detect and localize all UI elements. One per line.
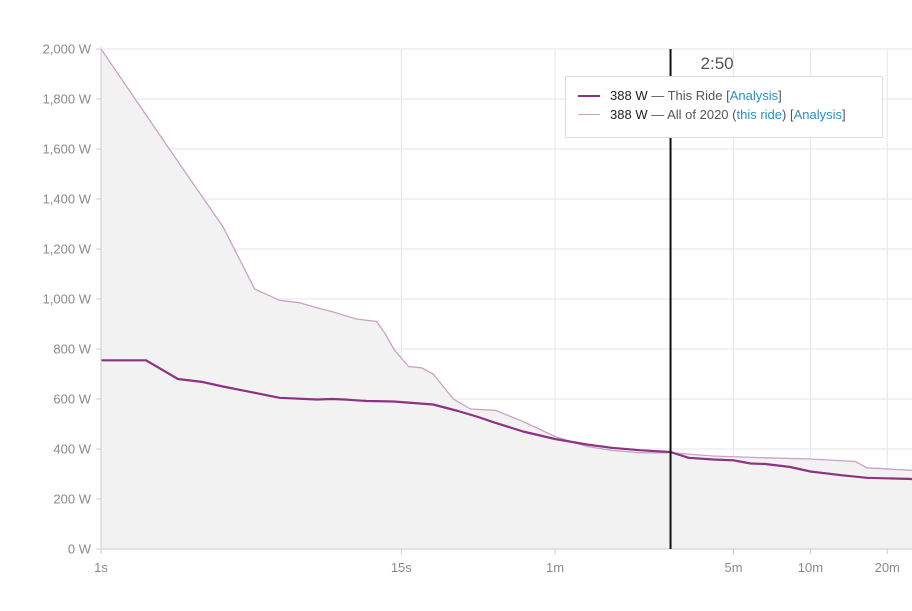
this-ride-link[interactable]: this ride [736,107,783,122]
x-tick-label: 20m [875,560,900,575]
legend-unit: W [631,107,648,122]
y-tick-label: 1,800 W [43,92,92,107]
y-tick-label: 1,400 W [43,192,92,207]
legend-swatch-all-2020 [578,114,600,116]
legend-unit: W [631,88,648,103]
x-tick-label: 10m [798,560,823,575]
legend-swatch-this-ride [578,94,600,97]
legend-separator: — [647,107,668,122]
y-tick-label: 800 W [53,342,91,357]
series-line-all-2020 [100,48,912,471]
x-tick-label: 5m [724,560,742,575]
legend-name-all-2020: All of 2020 [667,107,729,122]
y-tick-label: 1,600 W [43,142,92,157]
cursor-time-label: 2:50 [701,54,734,73]
legend-name-this-ride: This Ride [667,88,723,103]
analysis-link-this-ride[interactable]: Analysis [729,88,779,103]
axes [96,47,912,554]
legend-bracket-close: ] [842,107,846,122]
analysis-link-all-2020[interactable]: Analysis [793,107,843,122]
legend-bracket-open: [ [722,88,730,103]
x-tick-label: 1m [546,560,564,575]
legend-value-all-2020: 388 [610,107,632,122]
legend-value-this-ride: 388 [610,88,632,103]
x-tick-label: 15s [391,560,412,575]
x-axis-tick-labels: 1s 15s 1m 5m 10m 20m [94,560,900,575]
y-tick-label: 0 W [68,542,92,557]
legend-bracket-open: [ [786,107,794,122]
all-2020-area-fill [101,49,912,549]
legend-item-all-2020[interactable]: 388 W — All of 2020 (this ride) [Analysi… [578,106,846,124]
legend-paren-open: ( [728,107,737,122]
legend-bracket-close: ] [778,88,782,103]
legend-item-this-ride[interactable]: 388 W — This Ride [Analysis] [578,87,782,105]
x-tick-label: 1s [94,560,108,575]
legend-paren-close: ) [782,107,787,122]
y-tick-label: 2,000 W [43,42,92,57]
y-tick-label: 400 W [53,442,91,457]
y-tick-label: 1,200 W [43,242,92,257]
y-tick-label: 200 W [53,492,91,507]
y-tick-label: 1,000 W [43,292,92,307]
legend-separator: — [647,88,668,103]
legend: 388 W — This Ride [Analysis] 388 W — All… [565,76,883,138]
y-tick-label: 600 W [53,392,91,407]
series-line-this-ride [101,359,912,481]
y-axis-tick-labels: 0 W 200 W 400 W 600 W 800 W 1,000 W 1,200 W 1,4… [43,42,92,557]
